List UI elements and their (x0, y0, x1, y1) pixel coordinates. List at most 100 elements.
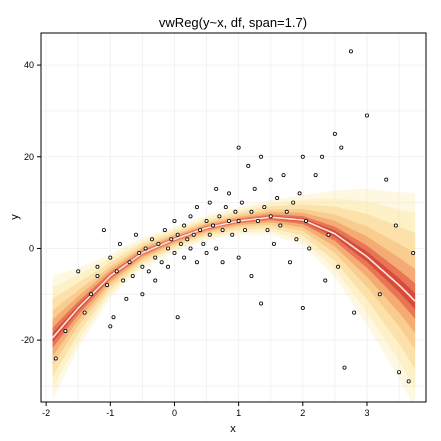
data-point (134, 233, 137, 236)
data-point (131, 274, 134, 277)
data-point (349, 50, 352, 53)
data-point (224, 206, 227, 209)
data-point (301, 155, 304, 158)
data-point (125, 297, 128, 300)
data-point (170, 238, 173, 241)
data-point (195, 206, 198, 209)
data-point (292, 201, 295, 204)
chart-title: vwReg(y~x, df, span=1.7) (159, 15, 307, 30)
data-point (259, 302, 262, 305)
data-point (385, 178, 388, 181)
data-point (247, 164, 250, 167)
data-point (295, 238, 298, 241)
data-point (109, 256, 112, 259)
data-point (221, 229, 224, 232)
x-axis: -2 -1 0 1 2 3 (42, 402, 369, 418)
data-point (263, 206, 266, 209)
data-point (256, 219, 259, 222)
y-axis: -20 0 20 40 (21, 60, 41, 345)
data-point (105, 284, 108, 287)
data-point (211, 224, 214, 227)
data-point (186, 238, 189, 241)
data-point (182, 224, 185, 227)
data-point (378, 293, 381, 296)
data-point (340, 146, 343, 149)
data-point (166, 265, 169, 268)
x-tick-label: 1 (236, 408, 241, 418)
data-point (301, 306, 304, 309)
data-point (279, 224, 282, 227)
data-point (141, 265, 144, 268)
data-point (266, 229, 269, 232)
data-point (407, 380, 410, 383)
data-point (218, 215, 221, 218)
data-point (237, 146, 240, 149)
data-point (250, 210, 253, 213)
x-tick-label: -2 (42, 408, 50, 418)
data-point (64, 329, 67, 332)
data-point (412, 251, 415, 254)
data-point (195, 261, 198, 264)
data-point (285, 210, 288, 213)
y-tick-label: 40 (24, 60, 34, 70)
data-point (215, 247, 218, 250)
data-point (96, 265, 99, 268)
data-point (199, 229, 202, 232)
data-point (288, 261, 291, 264)
data-point (314, 173, 317, 176)
data-point (109, 325, 112, 328)
y-tick-label: 0 (29, 243, 34, 253)
data-point (89, 293, 92, 296)
data-point (173, 251, 176, 254)
data-point (154, 279, 157, 282)
x-tick-label: -1 (106, 408, 114, 418)
data-point (336, 265, 339, 268)
data-point (208, 233, 211, 236)
data-point (324, 279, 327, 282)
data-point (138, 251, 141, 254)
data-point (189, 247, 192, 250)
data-point (83, 311, 86, 314)
data-point (269, 215, 272, 218)
data-point (96, 274, 99, 277)
data-point (192, 233, 195, 236)
data-point (54, 357, 57, 360)
data-point (202, 242, 205, 245)
data-point (272, 242, 275, 245)
data-point (397, 371, 400, 374)
data-point (327, 233, 330, 236)
data-point (227, 192, 230, 195)
data-point (157, 242, 160, 245)
data-point (227, 219, 230, 222)
data-point (259, 155, 262, 158)
data-point (394, 224, 397, 227)
data-point (205, 251, 208, 254)
data-point (221, 261, 224, 264)
data-point (250, 274, 253, 277)
data-point (215, 187, 218, 190)
data-point (333, 132, 336, 135)
data-point (234, 210, 237, 213)
data-point (243, 229, 246, 232)
data-point (112, 316, 115, 319)
data-point (118, 242, 121, 245)
data-point (231, 233, 234, 236)
data-point (122, 279, 125, 282)
x-tick-label: 2 (300, 408, 305, 418)
data-point (150, 238, 153, 241)
data-point (269, 178, 272, 181)
data-point (253, 187, 256, 190)
data-point (77, 270, 80, 273)
data-point (343, 366, 346, 369)
x-tick-label: 0 (172, 408, 177, 418)
data-point (304, 219, 307, 222)
data-point (365, 114, 368, 117)
y-tick-label: 20 (24, 152, 34, 162)
data-point (308, 247, 311, 250)
data-point (147, 270, 150, 273)
data-point (102, 229, 105, 232)
data-point (176, 316, 179, 319)
data-point (237, 256, 240, 259)
data-point (282, 173, 285, 176)
